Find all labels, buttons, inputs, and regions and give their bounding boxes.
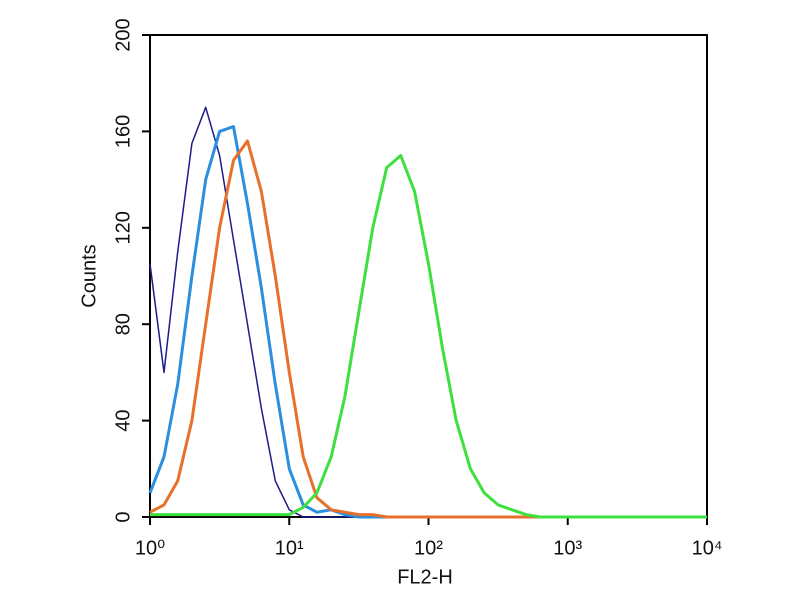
x-tick-label: 10²	[414, 537, 443, 559]
series-line	[150, 154, 707, 519]
y-tick-label: 80	[112, 313, 134, 335]
y-tick-label: 120	[112, 211, 134, 244]
x-tick-label: 10³	[553, 537, 582, 559]
y-tick-label: 200	[112, 18, 134, 51]
plot-frame	[149, 34, 708, 518]
series-line	[148, 125, 707, 519]
y-tick-label: 0	[112, 511, 134, 522]
x-axis-label: FL2-H	[397, 566, 453, 588]
y-axis-label: Counts	[78, 244, 100, 307]
x-tick-label: 10¹	[275, 537, 304, 559]
y-tick-label: 160	[112, 115, 134, 148]
x-tick-label: 10⁴	[692, 537, 723, 559]
series-line	[149, 106, 707, 518]
y-tick-label: 40	[112, 409, 134, 431]
x-tick-label: 10⁰	[135, 537, 165, 559]
series-line	[149, 139, 707, 519]
